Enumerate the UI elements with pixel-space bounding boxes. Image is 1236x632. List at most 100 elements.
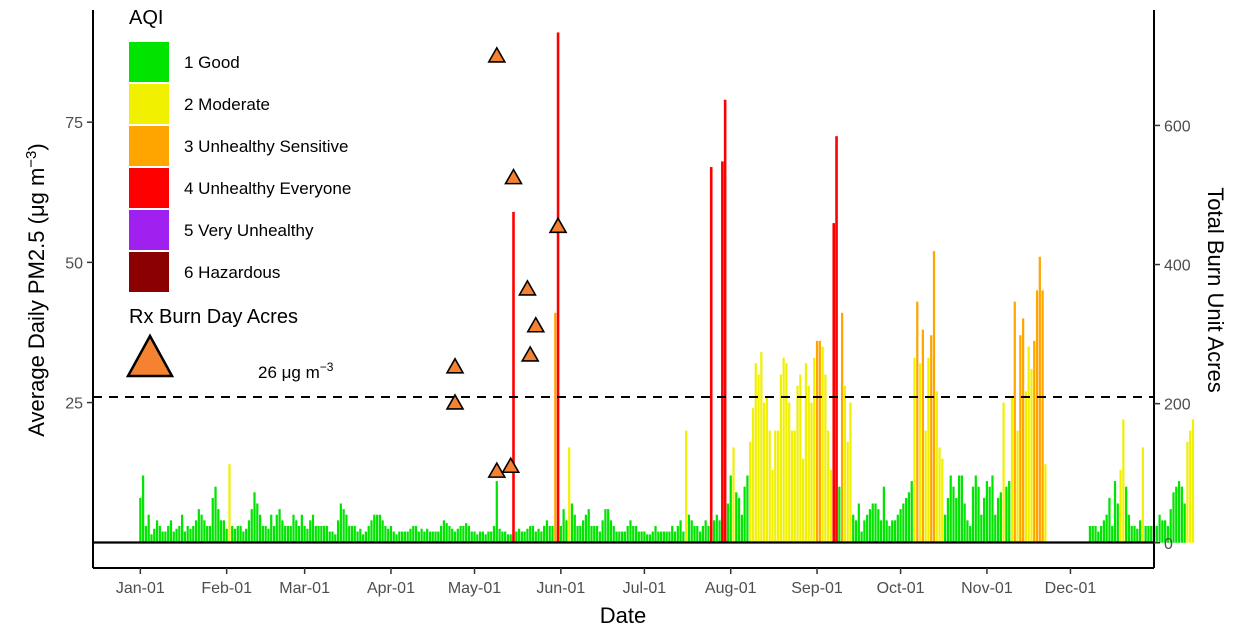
- pm25-bar: [261, 525, 264, 543]
- pm25-bars: [139, 251, 1195, 543]
- pm25-bar: [763, 402, 766, 543]
- legend-label: 5 Very Unhealthy: [184, 221, 314, 240]
- pm25-bar: [476, 534, 479, 543]
- pm25-bar: [598, 531, 601, 543]
- right-tick-label: 200: [1164, 397, 1191, 414]
- legend-entries: 1 Good 2 Moderate 3 Unhealthy Sensitive 4 U…: [129, 42, 351, 292]
- pm25-bar: [1013, 301, 1016, 543]
- pm25-bar: [231, 525, 234, 543]
- pm25-bar: [1180, 486, 1183, 543]
- pm25-bar: [696, 525, 699, 543]
- pm25-bar: [941, 458, 944, 543]
- pm25-bar: [955, 497, 958, 543]
- pm25-bar: [306, 528, 309, 543]
- pm25-bar: [208, 525, 212, 543]
- pm25-bar: [969, 525, 972, 543]
- pm25-bar: [896, 514, 899, 543]
- pm25-bar: [554, 312, 557, 543]
- pm25-bar: [927, 357, 930, 543]
- pm25-bar: [214, 486, 217, 543]
- pm25-bar: [1183, 503, 1186, 543]
- pm25-bar: [646, 534, 649, 543]
- pm25-bar: [1111, 525, 1114, 543]
- legend-label: 3 Unhealthy Sensitive: [184, 137, 348, 156]
- pm25-bar: [531, 525, 535, 543]
- pm25-bar: [228, 464, 231, 543]
- pm25-bar: [701, 525, 704, 543]
- pm25-bar: [540, 531, 543, 543]
- pm25-bar: [348, 525, 351, 543]
- pm25-bar: [353, 525, 356, 543]
- pm25-bar: [414, 525, 418, 543]
- pm25-bar: [807, 385, 810, 543]
- pm25-bar: [1141, 447, 1144, 543]
- pm25-bar: [286, 525, 290, 543]
- legend-label: 2 Moderate: [184, 95, 270, 114]
- pm25-bar: [562, 509, 565, 543]
- pm25-bar: [620, 531, 624, 543]
- pm25-bar: [334, 534, 337, 543]
- pm25-bar: [735, 492, 738, 543]
- pm25-bar: [548, 525, 551, 543]
- pm25-bar: [178, 525, 181, 543]
- pm25-bar: [520, 531, 523, 543]
- pm25-bar: [439, 525, 443, 543]
- pm25-bar: [392, 531, 395, 543]
- pm25-bar: [270, 514, 273, 543]
- pm25-bar: [545, 520, 549, 543]
- pm25-bar: [406, 531, 409, 543]
- pm25-bar: [918, 363, 922, 543]
- pm25-bar: [587, 509, 590, 543]
- pm25-bar: [1144, 525, 1147, 543]
- pm25-bar: [818, 340, 821, 543]
- pm25-bar: [200, 514, 203, 543]
- pm25-bar: [158, 525, 161, 543]
- pm25-bar: [431, 531, 434, 543]
- pm25-bar: [517, 528, 521, 543]
- pm25-bar: [423, 531, 426, 543]
- pm25-bar: [320, 525, 323, 543]
- pm25-bar: [375, 514, 379, 543]
- pm25-bar: [481, 531, 484, 543]
- pm25-bar: [799, 374, 802, 543]
- pm25-bar: [902, 503, 905, 543]
- aqi-spike-bar: [709, 167, 713, 543]
- pm25-bar: [300, 514, 303, 543]
- pm25-bar: [147, 514, 150, 543]
- pm25-bar: [916, 301, 919, 543]
- pm25-bar: [673, 531, 677, 543]
- pm25-bar: [765, 396, 769, 543]
- pm25-bar: [590, 525, 593, 543]
- pm25-bar: [434, 531, 437, 543]
- pm25-bar: [492, 525, 496, 543]
- pm25-bar: [1005, 486, 1008, 543]
- pm25-bar: [219, 520, 223, 543]
- pm25-bar: [345, 514, 348, 543]
- pm25-bar: [657, 531, 660, 543]
- aqi-spike-bar: [723, 99, 727, 543]
- pm25-bar: [718, 520, 721, 543]
- pm25-bar: [175, 528, 178, 543]
- pm25-bar: [1041, 290, 1044, 543]
- pm25-bar: [509, 534, 512, 543]
- pm25-bar: [155, 520, 159, 543]
- pm25-bar: [882, 486, 885, 543]
- x-axis-title: Date: [600, 603, 646, 628]
- pm25-bar: [1172, 492, 1175, 543]
- x-tick-label: Nov-01: [961, 580, 1013, 597]
- pm25-bar: [648, 534, 652, 543]
- pm25-bar: [707, 525, 710, 543]
- pm25-bar: [994, 514, 997, 543]
- pm25-bar: [804, 363, 808, 543]
- left-axis-ticks: 25 50 75: [65, 115, 93, 413]
- pm25-bar: [1127, 514, 1131, 543]
- reference-line-label: 26 μg m−3: [258, 360, 334, 382]
- pm25-bar: [885, 520, 888, 543]
- pm25-bar: [821, 346, 824, 543]
- pm25-bar: [743, 486, 746, 543]
- pm25-bar: [426, 528, 429, 543]
- pm25-bar: [921, 329, 924, 543]
- pm25-bar: [428, 531, 432, 543]
- pm25-bar: [504, 531, 507, 543]
- pm25-bar: [779, 374, 782, 543]
